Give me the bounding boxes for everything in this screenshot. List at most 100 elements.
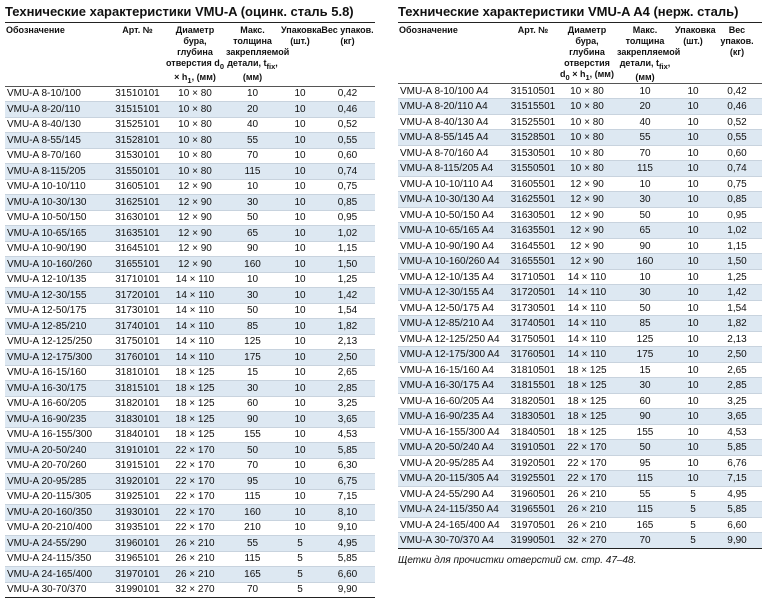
cell: 125 [616, 331, 674, 348]
cell: 26 × 210 [165, 551, 225, 568]
cell: 5 [280, 566, 320, 583]
cell: 10 [280, 85, 320, 103]
data-row: VMU-A 12-85/210 31740101 14 × 110 85 10 1,82 [5, 318, 375, 335]
cell: 31550501 [508, 160, 558, 177]
cell: 12 × 90 [165, 225, 225, 242]
cell: VMU-A 20-115/305 A4 [398, 470, 508, 487]
cell: 10 [616, 268, 674, 286]
cell: 95 [225, 473, 280, 490]
cell: VMU-A 10-50/150 [5, 210, 110, 227]
data-row: VMU-A 12-175/300 31760101 14 × 110 175 10 2,5… [5, 349, 375, 366]
data-row: VMU-A 10-65/165 A4 31635501 12 × 90 65 10 1,0… [398, 222, 762, 239]
cell: 7,15 [712, 470, 762, 487]
data-row: VMU-A 30-70/370 31990101 32 × 270 70 5 9,90 [5, 581, 375, 599]
cell: VMU-A 8-10/100 [5, 85, 110, 103]
cell: 1,54 [320, 303, 375, 320]
cell: VMU-A 8-40/130 A4 [398, 114, 508, 131]
table-title: Технические характеристики VMU-A (оцинк.… [5, 4, 354, 19]
cell: 10 × 80 [165, 101, 225, 118]
data-row: VMU-A 10-10/110 31605101 12 × 90 10 10 0,75 [5, 178, 375, 196]
cell: 31530501 [508, 145, 558, 162]
header-text: Диаметр бура, глубина отверстия d [166, 25, 220, 68]
cell: 31515501 [508, 98, 558, 115]
table-title: Технические характеристики VMU-A A4 (нер… [398, 4, 739, 19]
cell: 9,90 [712, 532, 762, 549]
cell: 31510101 [110, 85, 165, 103]
cell: 31920101 [110, 473, 165, 490]
cell: 5 [674, 517, 712, 534]
cell: 10 [280, 364, 320, 382]
cell: 70 [616, 145, 674, 162]
cell: 60 [225, 396, 280, 413]
cell: 9,90 [320, 581, 375, 599]
cell: 10 [280, 411, 320, 428]
cell: 0,55 [320, 132, 375, 149]
cell: 65 [616, 222, 674, 239]
cell: 14 × 110 [165, 303, 225, 320]
cell: 31530101 [110, 148, 165, 165]
cell: 0,46 [712, 98, 762, 115]
cell: 31625101 [110, 194, 165, 211]
cell: 1,50 [320, 256, 375, 273]
cell: 31925101 [110, 489, 165, 506]
cell: 10 [674, 207, 712, 224]
cell: 26 × 210 [165, 566, 225, 583]
cell: VMU-A 8-115/205 [5, 163, 110, 180]
cell: 3,65 [320, 411, 375, 428]
cell: 2,50 [712, 346, 762, 363]
cell: 10 [225, 271, 280, 289]
data-row: VMU-A 12-50/175 31730101 14 × 110 50 10 1,54 [5, 303, 375, 320]
cell: 31655101 [110, 256, 165, 273]
cell: 115 [225, 489, 280, 506]
cell: 85 [616, 315, 674, 332]
cell: 22 × 170 [165, 489, 225, 506]
cell: 0,60 [712, 145, 762, 162]
cell: 31840101 [110, 427, 165, 444]
cell: VMU-A 20-70/260 [5, 458, 110, 475]
cell: 31820501 [508, 393, 558, 410]
data-row: VMU-A 8-40/130 31525101 10 × 80 40 10 0,52 [5, 117, 375, 134]
cell: VMU-A 30-70/370 [5, 581, 110, 599]
cell: VMU-A 16-15/160 [5, 364, 110, 382]
cell: 18 × 125 [558, 393, 616, 410]
cell: 31510501 [508, 82, 558, 100]
data-row: VMU-A 12-10/135 A4 31710501 14 × 110 10 10 1,… [398, 268, 762, 286]
header-row: Обозначение Арт. № Диаметр бура, глубина о… [398, 22, 762, 84]
cell: 31525101 [110, 117, 165, 134]
cell: 18 × 125 [558, 377, 616, 394]
cell: 0,85 [320, 194, 375, 211]
cell: 31840501 [508, 424, 558, 441]
cell: 10 [280, 132, 320, 149]
cell: 10 [674, 253, 712, 270]
cell: VMU-A 20-50/240 A4 [398, 439, 508, 456]
cell: VMU-A 12-125/250 [5, 334, 110, 351]
cell: VMU-A 8-10/100 A4 [398, 82, 508, 100]
cell: 1,25 [320, 271, 375, 289]
cell: 18 × 125 [165, 427, 225, 444]
cell: 18 × 125 [558, 424, 616, 441]
cell: 31730501 [508, 300, 558, 317]
cell: 22 × 170 [558, 455, 616, 472]
cell: 31550101 [110, 163, 165, 180]
cell: VMU-A 16-30/175 A4 [398, 377, 508, 394]
data-row: VMU-A 16-15/160 31810101 18 × 125 15 10 2,65 [5, 364, 375, 382]
cell: 22 × 170 [165, 504, 225, 521]
cell: 10 [280, 380, 320, 397]
cell: VMU-A 24-115/350 [5, 551, 110, 568]
cell: 0,52 [320, 117, 375, 134]
cell: 10 [280, 210, 320, 227]
cell: 31960501 [508, 485, 558, 503]
cell: 160 [225, 504, 280, 521]
cell: 40 [225, 117, 280, 134]
cell: 31630101 [110, 210, 165, 227]
cell: VMU-A 8-70/160 [5, 148, 110, 165]
cell: 31960101 [110, 535, 165, 552]
column-header: Арт. № [508, 22, 558, 84]
cell: 6,60 [320, 566, 375, 583]
cell: 10 [674, 455, 712, 472]
data-row: VMU-A 10-50/150 31630101 12 × 90 50 10 0,95 [5, 210, 375, 227]
cell: 14 × 110 [558, 268, 616, 286]
cell: 10 [674, 439, 712, 456]
cell: 2,13 [712, 331, 762, 348]
